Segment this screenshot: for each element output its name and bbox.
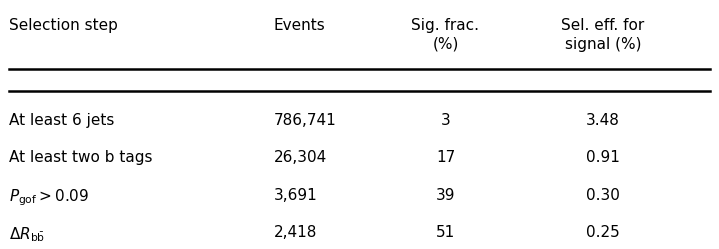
Text: 786,741: 786,741 (273, 113, 336, 128)
Text: 3: 3 (441, 113, 450, 128)
Text: 17: 17 (436, 150, 455, 165)
Text: 0.30: 0.30 (586, 188, 620, 203)
Text: 26,304: 26,304 (273, 150, 327, 165)
Text: Sel. eff. for
signal (%): Sel. eff. for signal (%) (562, 18, 645, 52)
Text: 0.25: 0.25 (586, 225, 620, 240)
Text: $P_{\mathrm{gof}} > 0.09$: $P_{\mathrm{gof}} > 0.09$ (9, 188, 89, 208)
Text: $\Delta R_{\mathrm{b\bar{b}}}$: $\Delta R_{\mathrm{b\bar{b}}}$ (9, 225, 45, 244)
Text: 39: 39 (436, 188, 455, 203)
Text: At least 6 jets: At least 6 jets (9, 113, 114, 128)
Text: 2,418: 2,418 (273, 225, 317, 240)
Text: At least two b tags: At least two b tags (9, 150, 152, 165)
Text: 3,691: 3,691 (273, 188, 317, 203)
Text: Sig. frac.
(%): Sig. frac. (%) (411, 18, 480, 52)
Text: Selection step: Selection step (9, 18, 117, 33)
Text: 0.91: 0.91 (586, 150, 620, 165)
Text: Events: Events (273, 18, 325, 33)
Text: 51: 51 (436, 225, 455, 240)
Text: 3.48: 3.48 (586, 113, 620, 128)
